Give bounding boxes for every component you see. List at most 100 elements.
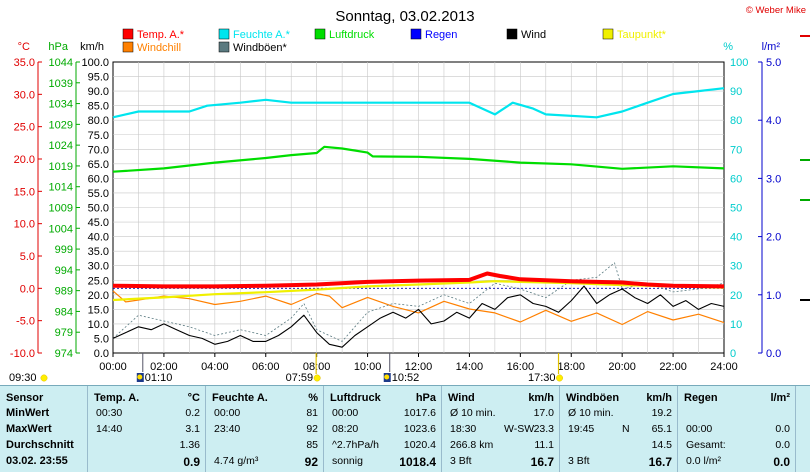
- x-tick-label: 24:00: [710, 361, 738, 373]
- legend-label: Wind: [521, 29, 546, 41]
- pct-tick-label: 80: [730, 115, 742, 127]
- x-axis: 00:0002:0004:0006:0008:0010:0012:0014:00…: [9, 353, 738, 384]
- kmh-tick-label: 85.0: [88, 101, 109, 113]
- moon-icon-glyph: [384, 374, 390, 380]
- kmh-tick-label: 5.0: [94, 333, 109, 345]
- chart-title: Sonntag, 03.02.2013: [335, 8, 474, 25]
- stats-cell: Ø 10 min.: [450, 407, 496, 419]
- temp-tick-label: 10.0: [14, 219, 35, 231]
- stats-column-wind: Wind km/h Ø 10 min. 18:30 266.8 km 3 Bft W-SW 1…: [442, 386, 560, 472]
- stats-value: 19.2: [651, 407, 672, 419]
- hpa-tick-label: 1009: [49, 203, 73, 215]
- rain-axis-unit: l/m²: [762, 41, 781, 53]
- stats-header: Windböen: [566, 392, 620, 404]
- legend-label: Taupunkt*: [617, 29, 667, 41]
- chart-axes: °C hPa km/h% l/m² 35.0 30.0 25.0 20.0 15.0 10.0 5.…: [10, 35, 810, 360]
- temp-tick-label: 35.0: [14, 57, 35, 69]
- stats-unit: %: [308, 392, 318, 404]
- sun-icon: [313, 374, 321, 382]
- temp-tick-label: 25.0: [14, 122, 35, 134]
- pct-tick-label: 30: [730, 261, 742, 273]
- kmh-tick-label: 100.0: [81, 57, 109, 69]
- series-line-luftdruck: [112, 145, 725, 173]
- stats-cell: sonnig: [332, 455, 363, 467]
- legend-swatch: [410, 28, 422, 40]
- hpa-tick-label: 984: [55, 306, 73, 318]
- stats-header: Luftdruck: [330, 392, 381, 404]
- stats-cell: 23:40: [214, 423, 241, 435]
- legend-label: Temp. A.*: [137, 29, 185, 41]
- stats-value: 65.1: [651, 423, 672, 435]
- x-tick-label: 02:00: [150, 361, 178, 373]
- legend-label: Regen: [425, 29, 457, 41]
- stats-value: 0.9: [183, 455, 200, 469]
- stats-unit: °C: [187, 392, 200, 404]
- stats-cell: N: [622, 423, 630, 435]
- stats-unit: hPa: [415, 392, 436, 404]
- stats-cell: Ø 10 min.: [568, 407, 614, 419]
- hpa-tick-label: 1039: [49, 78, 73, 90]
- x-tick-label: 00:00: [99, 361, 127, 373]
- kmh-tick-label: 25.0: [88, 275, 109, 287]
- stats-value: 17.0: [533, 407, 554, 419]
- stats-unit: l/m²: [770, 392, 790, 404]
- pct-tick-label: 0: [730, 348, 736, 360]
- hpa-tick-label: 1004: [49, 223, 73, 235]
- kmh-tick-label: 65.0: [88, 159, 109, 171]
- kmh-axis-unit: km/h: [80, 41, 104, 53]
- sun-time-label: 09:30: [9, 372, 37, 384]
- temp-tick-label: 30.0: [14, 89, 35, 101]
- pct-tick-label: 60: [730, 173, 742, 185]
- series-line-windchill: [112, 290, 725, 326]
- stats-value: 81: [306, 407, 318, 419]
- x-tick-label: 16:00: [507, 361, 535, 373]
- stats-cell: 3 Bft: [450, 455, 472, 467]
- kmh-tick-label: 30.0: [88, 261, 109, 273]
- stats-value: 1.36: [179, 439, 200, 451]
- hpa-tick-label: 1029: [49, 119, 73, 131]
- pct-tick-label: 10: [730, 319, 742, 331]
- stats-value: 16.7: [648, 455, 672, 469]
- moon-time-label: 01:10: [145, 372, 173, 384]
- copyright-text: © Weber Mike: [746, 5, 806, 16]
- legend-swatch: [122, 41, 134, 53]
- stats-row-label: Durchschnitt: [6, 439, 74, 451]
- stats-row-label: MaxWert: [6, 423, 52, 435]
- stats-column-rain: Regen l/m² 00:00 Gesamt: 0.0 l/m² 0.0 0.0 0.0: [678, 386, 796, 472]
- kmh-tick-label: 50.0: [88, 203, 109, 215]
- temp-tick-label: -5.0: [16, 316, 35, 328]
- stats-header: Wind: [448, 392, 475, 404]
- pct-tick-label: 40: [730, 232, 742, 244]
- x-tick-label: 22:00: [659, 361, 687, 373]
- stats-cell: 3 Bft: [568, 455, 590, 467]
- legend-label: Feuchte A.*: [233, 29, 291, 41]
- rain-tick-label: 2.0: [766, 232, 781, 244]
- kmh-tick-label: 75.0: [88, 130, 109, 142]
- temp-tick-label: 15.0: [14, 186, 35, 198]
- temp-tick-label: 5.0: [20, 251, 35, 263]
- kmh-tick-label: 90.0: [88, 86, 109, 98]
- stats-value: 1017.6: [403, 407, 436, 419]
- hpa-tick-label: 1044: [49, 57, 73, 69]
- stats-value: 92: [306, 423, 318, 435]
- temp-axis-unit: °C: [18, 41, 30, 53]
- stats-header: Sensor: [6, 392, 44, 404]
- stats-cell: 14:40: [96, 423, 123, 435]
- stats-cell: Gesamt:: [686, 439, 726, 451]
- kmh-tick-label: 45.0: [88, 217, 109, 229]
- rain-tick-label: 3.0: [766, 173, 781, 185]
- stats-column-pressure: Luftdruck hPa 00:00 08:20 ^2.7hPa/h sonnig 101…: [324, 386, 442, 472]
- x-tick-label: 10:00: [354, 361, 382, 373]
- hpa-tick-label: 1019: [49, 161, 73, 173]
- stats-value: 3.1: [185, 423, 200, 435]
- sun-icon: [556, 374, 563, 382]
- kmh-tick-label: 55.0: [88, 188, 109, 200]
- hpa-tick-label: 974: [55, 348, 73, 360]
- sun-icon: [40, 374, 48, 382]
- hpa-tick-label: 994: [55, 265, 73, 277]
- stats-value: 1018.4: [399, 455, 436, 469]
- stats-value: 0.0: [773, 455, 790, 469]
- stats-cell: 4.74 g/m³: [214, 455, 259, 467]
- series-line-feuchte-a: [112, 87, 725, 119]
- stats-column-gusts: Windböen km/h Ø 10 min. 19:45 3 Bft N 19.2 65.1…: [560, 386, 678, 472]
